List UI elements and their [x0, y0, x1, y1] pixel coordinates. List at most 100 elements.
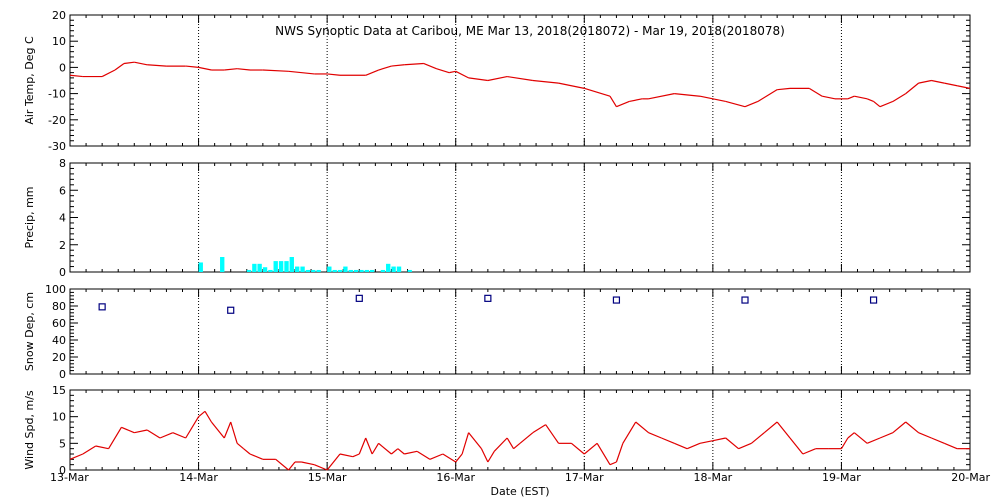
panel-windspeed-line-segment — [121, 426, 135, 434]
panel-airtemp-line-segment — [185, 65, 199, 68]
panel-precip-bar — [198, 262, 203, 272]
panel-airtemp-y-tick-label: 10 — [52, 35, 66, 48]
panel-precip-bar — [391, 266, 396, 272]
x-tick-label: 14-Mar — [179, 471, 218, 484]
panel-windspeed-line-segment — [371, 443, 380, 455]
panel-airtemp-line-segment — [404, 62, 424, 66]
panel-airtemp-line-segment — [866, 98, 874, 103]
panel-windspeed-line-segment — [725, 437, 739, 450]
panel-airtemp-line-segment — [147, 64, 167, 67]
panel-windspeed-line-segment — [210, 421, 225, 439]
panel-windspeed-line-segment — [339, 453, 353, 458]
panel-windspeed-line-segment — [288, 461, 296, 471]
panel-windspeed-line-segment — [455, 453, 463, 463]
panel-precip-bar — [327, 266, 332, 272]
panel-windspeed-line-segment — [301, 461, 315, 466]
panel-precip-y-tick-label: 6 — [59, 184, 66, 197]
panel-precip-bar — [337, 269, 343, 272]
panel-windspeed-line-segment — [615, 443, 624, 463]
panel-airtemp-line-segment — [69, 74, 83, 78]
panel-airtemp-y-tick-label: 20 — [52, 9, 66, 22]
panel-airtemp-line-segment — [288, 70, 315, 75]
panel-windspeed-line-segment — [391, 448, 399, 455]
panel-airtemp-line-segment — [101, 69, 116, 78]
panel-airtemp-line-segment — [699, 95, 726, 103]
panel-windspeed-y-tick-label: 10 — [52, 411, 66, 424]
panel-airtemp-line-segment — [744, 100, 759, 108]
panel-windspeed-line-segment — [429, 453, 444, 460]
panel-snowdepth-y-tick-label: 60 — [52, 317, 66, 330]
panel-airtemp-line-segment — [378, 65, 392, 71]
panel-precip-y-tick-label: 2 — [59, 239, 66, 252]
panel-precip-bar — [246, 269, 252, 272]
panel-airtemp-line-segment — [584, 87, 611, 97]
panel-windspeed-line-segment — [236, 442, 244, 450]
panel-airtemp-line-segment — [725, 100, 746, 108]
panel-snowdepth-y-tick-label: 0 — [59, 368, 66, 381]
panel-precip-bar — [332, 269, 337, 272]
panel-airtemp-line-segment — [629, 98, 643, 103]
panel-windspeed-line-segment — [622, 421, 637, 444]
panel-windspeed-line-segment — [918, 432, 932, 439]
panel-windspeed-line-segment — [185, 416, 200, 439]
panel-windspeed-y-tick-label: 5 — [59, 437, 66, 450]
panel-airtemp-line-segment — [423, 62, 437, 70]
panel-windspeed-line-segment — [802, 448, 816, 455]
panel-windspeed-line-segment — [519, 432, 534, 444]
panel-windspeed-line-segment — [866, 437, 881, 444]
panel-windspeed-line-segment — [198, 410, 206, 418]
panel-windspeed-line-segment — [751, 432, 765, 444]
panel-snowdepth-marker — [227, 306, 235, 314]
panel-windspeed-line-segment — [468, 432, 482, 450]
panel-airtemp-line-segment — [237, 68, 251, 71]
panel-airtemp-line-segment — [957, 85, 971, 89]
x-tick-label: 15-Mar — [308, 471, 347, 484]
panel-precip-bar — [380, 269, 386, 272]
panel-airtemp-y-tick-label: -10 — [48, 88, 66, 101]
panel-windspeed-line-segment — [944, 442, 958, 450]
panel-airtemp-line-segment — [931, 79, 945, 84]
panel-windspeed-line-segment — [249, 453, 264, 460]
panel-snowdepth-marker — [355, 294, 363, 302]
panel-windspeed-line-segment — [635, 421, 649, 434]
panel-airtemp-line-segment — [648, 93, 675, 100]
panel-windspeed-line-segment — [493, 437, 508, 452]
x-tick-label: 13-Mar — [50, 471, 89, 484]
panel-airtemp-line-segment — [808, 87, 823, 97]
panel-windspeed-line-segment — [853, 432, 868, 444]
panel-windspeed-line-segment — [397, 448, 405, 455]
panel-airtemp-line-segment — [879, 100, 894, 108]
panel-precip-bar — [407, 269, 412, 272]
panel-snowdepth-marker — [869, 296, 878, 304]
panel-airtemp-line-segment — [262, 69, 289, 72]
panel-precip-bar — [289, 257, 294, 272]
panel-windspeed-frame — [69, 389, 971, 471]
panel-snowdepth-marker — [98, 303, 106, 311]
panel-precip-bar — [284, 261, 289, 272]
panel-snowdepth-frame — [69, 288, 971, 375]
panel-airtemp-line-segment — [487, 75, 508, 82]
panel-precip-bar — [273, 261, 278, 272]
panel-precip-bar — [343, 266, 348, 272]
panel-precip-bar — [316, 269, 321, 272]
panel-windspeed-line-segment — [513, 442, 521, 450]
panel-snowdepth-y-tick-label: 80 — [52, 300, 66, 313]
panel-airtemp-y-tick-label: -20 — [48, 114, 66, 127]
panel-windspeed-line-segment — [230, 421, 238, 444]
panel-windspeed-line-segment — [776, 421, 791, 439]
panel-airtemp-line-segment — [436, 68, 450, 74]
panel-snowdepth-y-label: Snow Dep, cm — [23, 292, 36, 371]
panel-airtemp-line-segment — [822, 95, 836, 100]
panel-windspeed-y-label: Wind Spd, m/s — [23, 390, 36, 470]
panel-precip-bar — [353, 269, 359, 272]
panel-snowdepth-y-tick-label: 100 — [45, 283, 66, 296]
panel-snowdepth-y-tick-label: 20 — [52, 351, 66, 364]
panel-windspeed-line-segment — [545, 424, 560, 444]
panel-windspeed-line-segment — [480, 448, 489, 463]
panel-airtemp-line-segment — [532, 79, 559, 84]
panel-airtemp-line-segment — [777, 87, 791, 91]
panel-snowdepth-marker — [741, 296, 749, 304]
panel-windspeed-line-segment — [378, 442, 392, 455]
panel-windspeed-line-segment — [82, 445, 97, 455]
